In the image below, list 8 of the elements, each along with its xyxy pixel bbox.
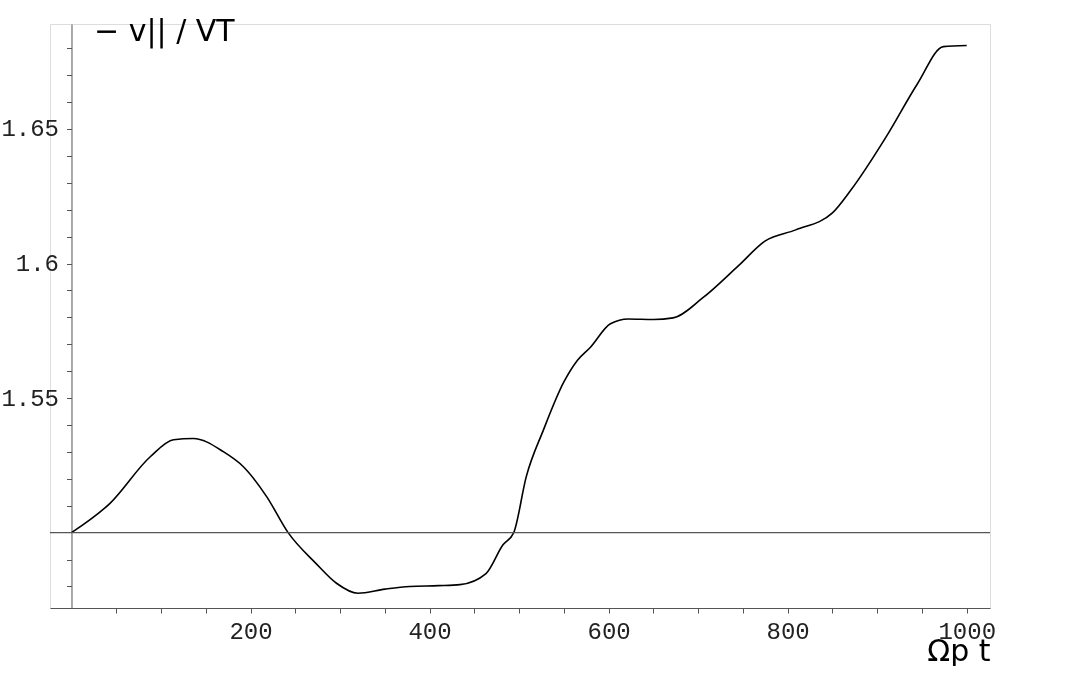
x-tick-label: 600	[587, 618, 631, 646]
x-tick-label: 200	[229, 618, 273, 646]
y-axis-title: − v|| / VT	[93, 12, 236, 49]
x-tick-label: 400	[408, 618, 452, 646]
y-tick-label: 1.65	[1, 116, 59, 144]
y-tick-label: 1.6	[15, 251, 59, 279]
x-tick-label: 800	[766, 618, 810, 646]
y-tick-label: 1.55	[1, 385, 59, 413]
